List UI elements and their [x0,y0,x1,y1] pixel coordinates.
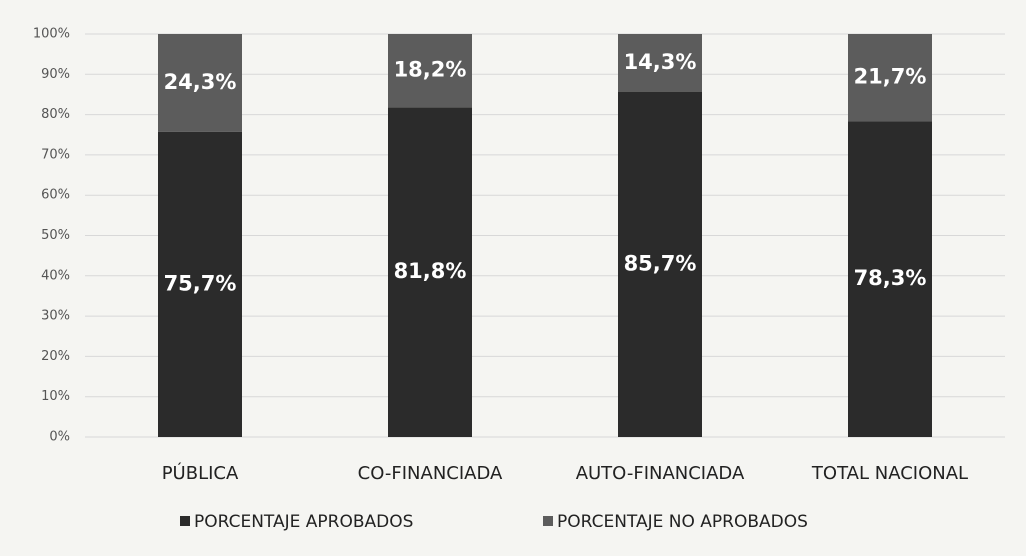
bar-segment [158,131,242,437]
bar-segment [618,91,702,437]
y-tick-label: 10% [41,389,70,404]
y-tick-label: 0% [49,430,70,445]
bar-segment [388,34,472,108]
bar-segment [388,107,472,437]
x-tick-label: CO-FINANCIADA [358,463,503,484]
x-tick-label: TOTAL NACIONAL [811,463,968,484]
y-tick-label: 40% [41,268,70,283]
y-tick-label: 60% [41,188,70,203]
bar-segment [158,34,242,132]
data-label: 78,3% [854,266,927,290]
y-tick-label: 100% [33,27,70,42]
y-tick-label: 70% [41,147,70,162]
y-tick-label: 50% [41,228,70,243]
y-tick-label: 90% [41,67,70,82]
bar-segment [848,34,932,122]
data-label: 14,3% [624,50,697,74]
legend-swatch [543,516,553,526]
x-tick-label: AUTO-FINANCIADA [576,463,745,484]
data-label: 21,7% [854,65,927,89]
y-tick-label: 80% [41,107,70,122]
bar-segment [848,121,932,438]
data-label: 18,2% [394,58,467,82]
y-tick-label: 20% [41,349,70,364]
legend-label: PORCENTAJE APROBADOS [194,512,413,532]
y-tick-label: 30% [41,309,70,324]
data-label: 81,8% [394,259,467,283]
x-tick-label: PÚBLICA [162,462,239,484]
legend-label: PORCENTAJE NO APROBADOS [557,512,808,532]
data-label: 24,3% [164,70,237,94]
data-label: 85,7% [624,251,697,275]
bar-segment [618,34,702,92]
legend-swatch [180,516,190,526]
data-label: 75,7% [164,271,237,295]
